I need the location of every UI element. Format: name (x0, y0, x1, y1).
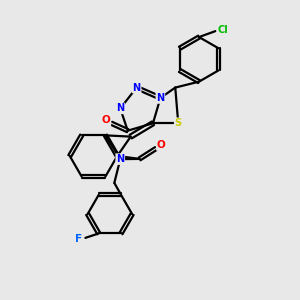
Text: Cl: Cl (218, 25, 228, 34)
Text: N: N (116, 154, 124, 164)
Text: O: O (102, 115, 110, 125)
Text: N: N (133, 82, 141, 93)
Text: O: O (157, 140, 166, 150)
Text: S: S (175, 118, 182, 128)
Text: F: F (75, 234, 82, 244)
Text: N: N (156, 93, 164, 103)
Text: N: N (116, 103, 124, 113)
